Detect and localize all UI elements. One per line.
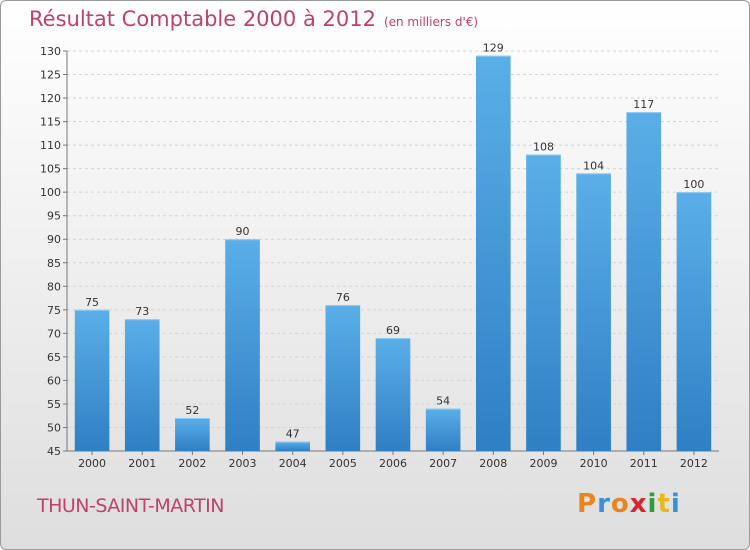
y-tick-label: 50: [47, 421, 61, 434]
bar: [124, 319, 160, 451]
data-label: 69: [386, 324, 400, 337]
data-label: 117: [633, 98, 654, 111]
data-label: 52: [185, 404, 199, 417]
y-tick-label: 100: [40, 186, 61, 199]
y-tick-label: 95: [47, 210, 61, 223]
bar: [626, 112, 662, 452]
x-tick-label: 2005: [329, 457, 357, 470]
y-tick-label: 45: [47, 445, 61, 458]
bar: [175, 418, 210, 451]
logo-letter: i: [670, 489, 681, 519]
x-tick-label: 2007: [429, 457, 457, 470]
bar: [275, 441, 310, 451]
chart-title-text: Résultat Comptable 2000 à 2012: [29, 7, 376, 31]
y-tick-label: 110: [40, 139, 61, 152]
proxiti-logo: Proxiti: [577, 489, 681, 519]
x-tick-label: 2001: [128, 457, 156, 470]
logo-letter: i: [647, 489, 658, 519]
bar: [225, 239, 260, 451]
data-label: 108: [533, 141, 554, 154]
y-tick-label: 130: [40, 45, 61, 58]
y-tick-label: 70: [47, 327, 61, 340]
bar: [676, 192, 712, 452]
data-label: 90: [236, 225, 250, 238]
bars: [74, 55, 712, 452]
y-tick-label: 90: [47, 233, 61, 246]
chart-subtitle: (en milliers d'€): [383, 15, 479, 29]
data-label: 54: [436, 395, 450, 408]
data-label: 104: [583, 159, 604, 172]
x-tick-label: 2010: [580, 457, 608, 470]
x-tick-label: 2011: [630, 457, 658, 470]
y-tick-label: 85: [47, 257, 61, 270]
commune-name: THUN-SAINT-MARTIN: [37, 495, 224, 517]
bar: [325, 305, 361, 451]
x-tick-label: 2012: [680, 457, 708, 470]
bar: [425, 408, 461, 451]
data-label: 75: [85, 296, 99, 309]
chart-title: Résultat Comptable 2000 à 2012 (en millie…: [29, 7, 478, 31]
y-tick-label: 115: [40, 116, 61, 129]
data-label: 76: [336, 291, 350, 304]
data-label: 47: [286, 428, 300, 441]
x-tick-label: 2009: [529, 457, 557, 470]
y-tick-label: 120: [40, 92, 61, 105]
x-tick-label: 2004: [279, 457, 307, 470]
logo-letter: r: [597, 489, 611, 519]
y-tick-label: 80: [47, 280, 61, 293]
y-tick-label: 65: [47, 351, 61, 364]
labels: 45 50 55 60 65 70 75 80 85 90 95 100 105 110 115 120 125…: [40, 42, 708, 470]
x-tick-label: 2008: [479, 457, 507, 470]
y-tick-label: 60: [47, 374, 61, 387]
logo-letter: t: [657, 489, 671, 519]
bar: [375, 338, 411, 451]
bar: [526, 154, 561, 451]
logo-letter: o: [610, 489, 630, 519]
x-tick-label: 2003: [229, 457, 257, 470]
y-tick-label: 125: [40, 69, 61, 82]
bar: [476, 55, 511, 452]
data-label: 100: [683, 178, 704, 191]
data-label: 129: [483, 42, 504, 55]
bar: [74, 309, 110, 451]
y-tick-label: 55: [47, 398, 61, 411]
x-tick-label: 2006: [379, 457, 407, 470]
bar: [576, 173, 611, 451]
x-tick-label: 2002: [178, 457, 206, 470]
x-tick-label: 2000: [78, 457, 106, 470]
y-tick-label: 75: [47, 304, 61, 317]
logo-letter: x: [629, 489, 648, 519]
data-label: 73: [135, 305, 149, 318]
logo-letter: P: [577, 489, 598, 519]
y-tick-label: 105: [40, 163, 61, 176]
